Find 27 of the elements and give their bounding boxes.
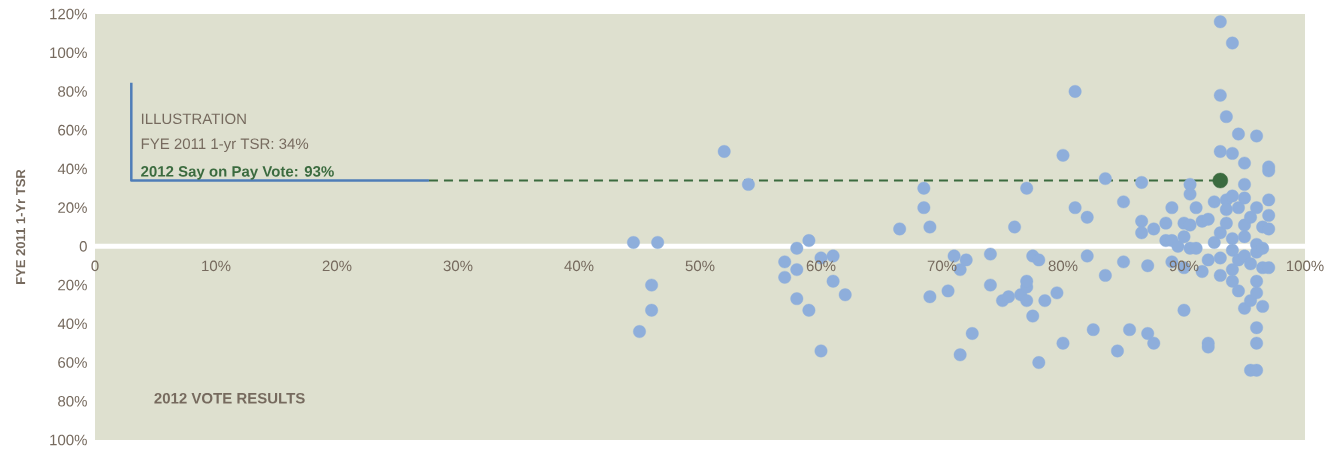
- x-axis-title: 2012 VOTE RESULTS: [154, 392, 305, 404]
- y-tick-label: 120%: [50, 8, 87, 20]
- y-tick-label: 20%: [58, 202, 87, 213]
- annotation: FYE 2011 1-yr TSR: 34%: [141, 138, 309, 152]
- x-tick-label: 60%: [806, 260, 836, 272]
- x-tick-label: 20%: [322, 260, 352, 272]
- x-tick-label: 70%: [927, 260, 957, 272]
- y-tick-label: 100%: [50, 47, 87, 59]
- y-tick-label: 100%: [50, 434, 87, 446]
- y-tick-label: 80%: [58, 86, 87, 97]
- annotation: ILLUSTRATION: [141, 113, 246, 125]
- y-axis-title: FYE 2011 1-Yr TSR: [15, 169, 26, 284]
- annotation: 2012 Say on Pay Vote: 93%: [141, 166, 334, 180]
- x-tick-label: 50%: [685, 260, 715, 272]
- y-tick-label: 60%: [58, 357, 87, 368]
- y-tick-label: 20%: [58, 279, 87, 291]
- y-tick-label: 80%: [58, 395, 87, 407]
- x-tick-label: 0: [91, 260, 99, 272]
- y-tick-label: 60%: [58, 124, 87, 136]
- x-tick-label: 10%: [202, 260, 231, 272]
- y-tick-label: 40%: [57, 318, 87, 330]
- y-tick-label: 0: [79, 241, 87, 252]
- x-tick-label: 30%: [443, 260, 473, 272]
- x-tick-label: 40%: [564, 260, 594, 272]
- x-tick-label: 80%: [1048, 260, 1078, 272]
- x-tick-label: 100%: [1286, 260, 1324, 272]
- y-tick-label: 40%: [57, 163, 87, 175]
